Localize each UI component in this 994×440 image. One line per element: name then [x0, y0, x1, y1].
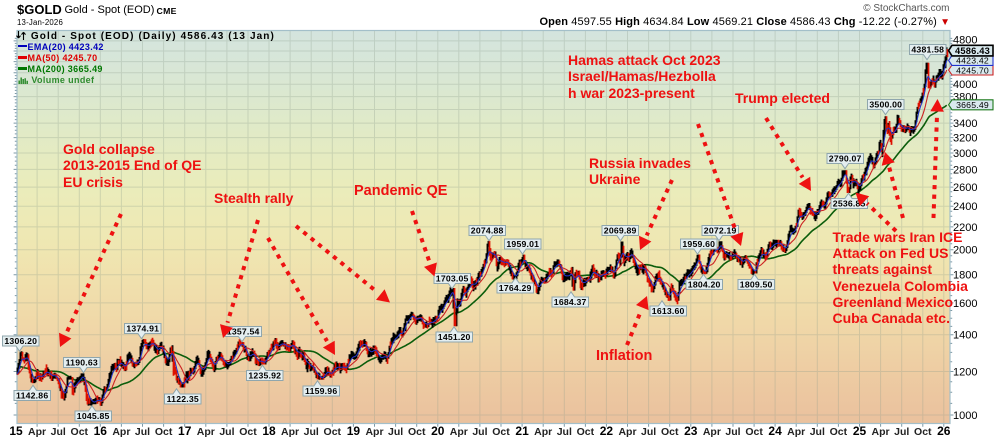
svg-text:20: 20	[431, 424, 445, 438]
svg-text:Apr: Apr	[534, 426, 552, 438]
svg-text:2000: 2000	[953, 245, 977, 257]
svg-text:1703.05: 1703.05	[436, 274, 469, 284]
svg-text:Apr: Apr	[197, 426, 215, 438]
svg-text:2536.85: 2536.85	[833, 199, 866, 209]
svg-text:1306.20: 1306.20	[4, 336, 37, 346]
svg-text:Oct: Oct	[71, 426, 89, 438]
svg-text:4245.70: 4245.70	[956, 65, 989, 75]
svg-text:15: 15	[9, 424, 23, 438]
svg-text:18: 18	[262, 424, 276, 438]
svg-text:Jul: Jul	[304, 426, 319, 438]
svg-text:1190.63: 1190.63	[66, 358, 98, 368]
svg-text:Apr: Apr	[112, 426, 130, 438]
svg-text:Oct: Oct	[745, 426, 763, 438]
svg-text:2200: 2200	[953, 222, 977, 234]
svg-text:Jul: Jul	[810, 426, 825, 438]
svg-text:Apr: Apr	[618, 426, 636, 438]
svg-text:1804.20: 1804.20	[688, 280, 721, 290]
svg-text:Jul: Jul	[472, 426, 487, 438]
svg-text:3000: 3000	[953, 148, 977, 160]
svg-text:1684.37: 1684.37	[554, 297, 587, 307]
svg-text:Oct: Oct	[577, 426, 595, 438]
svg-text:22: 22	[600, 424, 614, 438]
svg-text:Apr: Apr	[281, 426, 299, 438]
svg-text:1809.50: 1809.50	[740, 280, 773, 290]
svg-text:1200: 1200	[953, 366, 977, 378]
svg-text:1122.35: 1122.35	[167, 394, 199, 404]
svg-text:Oct: Oct	[492, 426, 510, 438]
svg-text:1374.91: 1374.91	[126, 324, 159, 334]
svg-text:4000: 4000	[953, 79, 977, 91]
svg-text:25: 25	[853, 424, 867, 438]
svg-text:Jul: Jul	[725, 426, 740, 438]
svg-text:Jul: Jul	[641, 426, 656, 438]
svg-text:4423.42: 4423.42	[956, 56, 989, 66]
svg-text:21: 21	[515, 424, 529, 438]
svg-text:Oct: Oct	[155, 426, 173, 438]
svg-text:3400: 3400	[953, 118, 977, 130]
svg-text:1142.86: 1142.86	[16, 391, 48, 401]
svg-text:Oct: Oct	[661, 426, 679, 438]
svg-text:Jul: Jul	[219, 426, 234, 438]
svg-text:Apr: Apr	[703, 426, 721, 438]
svg-text:Oct: Oct	[324, 426, 342, 438]
svg-text:1400: 1400	[953, 330, 977, 342]
svg-text:2600: 2600	[953, 182, 977, 194]
svg-text:1045.85: 1045.85	[77, 411, 110, 421]
svg-text:Oct: Oct	[914, 426, 932, 438]
svg-text:1000: 1000	[953, 410, 977, 422]
svg-text:Apr: Apr	[450, 426, 468, 438]
svg-text:3665.49: 3665.49	[956, 100, 989, 110]
svg-text:Apr: Apr	[787, 426, 805, 438]
svg-text:1451.20: 1451.20	[438, 332, 471, 342]
svg-text:1764.29: 1764.29	[499, 283, 532, 293]
svg-text:Oct: Oct	[239, 426, 257, 438]
svg-text:Jul: Jul	[51, 426, 66, 438]
svg-text:1613.60: 1613.60	[652, 306, 685, 316]
svg-text:2800: 2800	[953, 164, 977, 176]
svg-text:1235.92: 1235.92	[248, 371, 281, 381]
svg-text:19: 19	[347, 424, 361, 438]
svg-text:1159.96: 1159.96	[305, 386, 337, 396]
svg-text:Oct: Oct	[408, 426, 426, 438]
svg-text:Oct: Oct	[830, 426, 848, 438]
svg-text:Jul: Jul	[894, 426, 909, 438]
svg-text:3200: 3200	[953, 133, 977, 145]
svg-text:1800: 1800	[953, 270, 977, 282]
svg-text:23: 23	[684, 424, 698, 438]
svg-text:4381.58: 4381.58	[911, 45, 944, 55]
svg-text:16: 16	[94, 424, 108, 438]
svg-text:2069.89: 2069.89	[604, 226, 637, 236]
svg-text:4800: 4800	[953, 34, 977, 46]
svg-text:1600: 1600	[953, 298, 977, 310]
svg-text:24: 24	[768, 424, 782, 438]
svg-text:Jul: Jul	[135, 426, 150, 438]
svg-text:2790.07: 2790.07	[829, 154, 862, 164]
svg-text:Apr: Apr	[872, 426, 890, 438]
svg-text:2400: 2400	[953, 201, 977, 213]
svg-text:1357.54: 1357.54	[227, 327, 260, 337]
svg-text:26: 26	[937, 424, 951, 438]
svg-text:2074.88: 2074.88	[471, 226, 504, 236]
svg-text:Apr: Apr	[365, 426, 383, 438]
svg-text:2072.19: 2072.19	[704, 226, 737, 236]
svg-text:1959.01: 1959.01	[506, 239, 539, 249]
svg-text:1959.60: 1959.60	[682, 239, 715, 249]
svg-text:17: 17	[178, 424, 192, 438]
svg-text:Apr: Apr	[28, 426, 46, 438]
svg-text:Jul: Jul	[557, 426, 572, 438]
svg-text:4586.43: 4586.43	[955, 46, 990, 56]
svg-text:3500.00: 3500.00	[869, 100, 902, 110]
svg-text:Jul: Jul	[388, 426, 403, 438]
